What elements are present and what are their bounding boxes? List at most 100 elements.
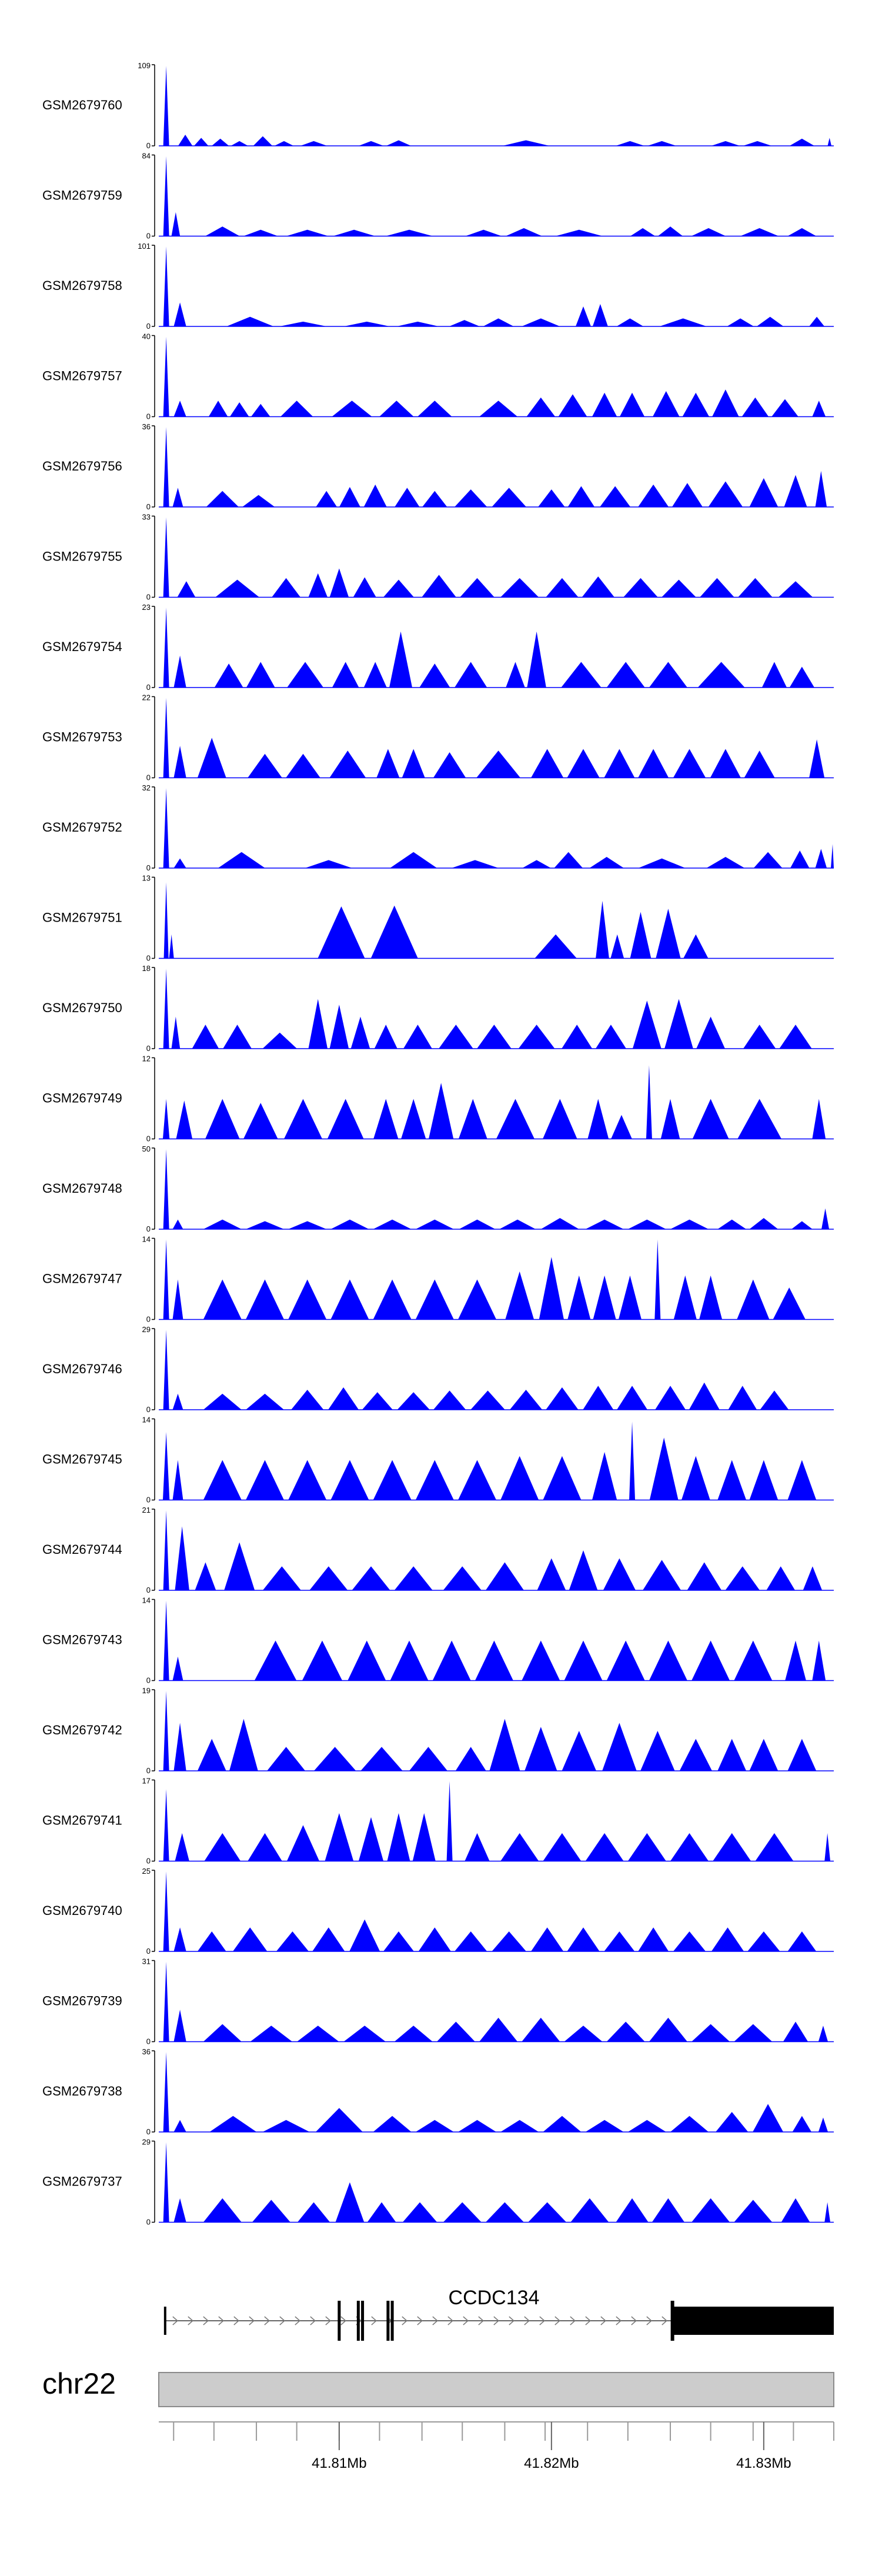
y-min-label: 0	[146, 141, 151, 150]
coverage-peak	[617, 1386, 648, 1410]
gene-exon	[361, 2301, 365, 2341]
coverage-peak	[671, 483, 703, 507]
coverage-peak	[630, 912, 652, 959]
y-max-label: 101	[138, 242, 151, 251]
gene-name-label: CCDC134	[449, 2287, 540, 2309]
coverage-peak	[358, 1817, 384, 1861]
coverage-peak	[706, 856, 745, 868]
coverage-peak	[229, 402, 249, 417]
coverage-peak	[708, 481, 743, 507]
track-label: GSM2679759	[42, 188, 122, 203]
coverage-peak	[524, 1727, 557, 1771]
y-max-label: 22	[142, 693, 151, 702]
coverage-peak	[212, 138, 229, 146]
coverage-peak	[208, 401, 228, 417]
coverage-peak	[740, 228, 779, 236]
track-GSM2679740: GSM2679740 25 0	[42, 1867, 834, 1956]
y-max-label: 14	[142, 1416, 151, 1424]
track-GSM2679750: GSM2679750 18 0	[42, 964, 834, 1053]
axis-tick-label: 41.82Mb	[524, 2455, 579, 2471]
gene-track: CCDC134	[163, 2287, 834, 2341]
track-label: GSM2679742	[42, 1723, 122, 1737]
coverage-peak	[576, 306, 592, 326]
y-min-label: 0	[146, 1224, 151, 1233]
coverage-peak	[812, 1640, 826, 1681]
coverage-peak	[203, 1279, 242, 1320]
coverage-peak	[583, 1386, 614, 1410]
track-label: GSM2679756	[42, 459, 122, 473]
track-GSM2679756: GSM2679756 36 0	[42, 422, 834, 511]
coverage-peak	[455, 489, 487, 507]
coverage-peak	[248, 753, 282, 778]
coverage-peak	[176, 1100, 193, 1139]
coverage-peak	[203, 1393, 242, 1410]
coverage-peak	[785, 1640, 806, 1681]
coverage-peak	[679, 1739, 712, 1771]
coverage-peak	[821, 1208, 830, 1229]
coverage-peak	[348, 1640, 386, 1681]
coverage-peak	[246, 1221, 284, 1229]
y-min-label: 0	[146, 502, 151, 511]
coverage-peak	[316, 490, 338, 507]
y-min-label: 0	[146, 322, 151, 331]
coverage-peak	[755, 1833, 794, 1861]
coverage-peak	[288, 1460, 327, 1500]
coverage-peak	[543, 2115, 582, 2132]
y-max-label: 29	[142, 2138, 151, 2147]
coverage-peak	[582, 576, 614, 598]
coverage-peak	[192, 1025, 219, 1049]
coverage-peak	[664, 999, 693, 1049]
coverage-peak	[485, 1562, 524, 1590]
coverage-peak	[569, 1550, 598, 1590]
coverage-peak	[455, 662, 487, 688]
coverage-peak	[629, 1422, 636, 1500]
coverage-peak	[638, 1927, 669, 1951]
coverage-peak	[809, 739, 825, 778]
y-min-label: 0	[146, 1496, 151, 1504]
track-GSM2679753: GSM2679753 22 0	[42, 693, 834, 782]
coverage-peak	[696, 1016, 725, 1049]
coverage-peak	[163, 1961, 169, 2042]
coverage-peak	[744, 750, 775, 778]
coverage-peak	[492, 1931, 526, 1951]
coverage-peak	[248, 1833, 282, 1861]
track-GSM2679760: GSM2679760 109 0	[42, 61, 834, 150]
coverage-peak	[717, 1460, 747, 1500]
track-GSM2679749: GSM2679749 12 0	[42, 1055, 834, 1143]
coverage-peak	[465, 1833, 490, 1861]
strand-arrow	[310, 2316, 316, 2325]
coverage-peak	[585, 2120, 624, 2132]
y-max-label: 21	[142, 1506, 151, 1514]
y-max-label: 19	[142, 1686, 151, 1695]
coverage-peak	[567, 1275, 591, 1320]
track-label: GSM2679738	[42, 2084, 122, 2098]
y-min-label: 0	[146, 412, 151, 421]
y-max-label: 25	[142, 1867, 151, 1876]
coverage-peak	[373, 1099, 399, 1139]
coverage-peak	[367, 2202, 396, 2223]
coverage-peak	[616, 318, 644, 326]
coverage-peak	[343, 321, 390, 326]
coverage-peak	[223, 1025, 252, 1049]
coverage-peak	[585, 1833, 624, 1861]
coverage-peak	[332, 662, 359, 688]
track-GSM2679752: GSM2679752 32 0	[42, 783, 834, 872]
strand-arrow	[539, 2316, 545, 2325]
coverage-peak	[790, 850, 810, 868]
coverage-peak	[422, 490, 447, 507]
coverage-peak	[163, 246, 169, 326]
coverage-peak	[627, 1833, 666, 1861]
y-max-label: 18	[142, 964, 151, 973]
coverage-peak	[297, 2026, 339, 2042]
coverage-peak	[415, 1460, 454, 1500]
coverage-peak	[276, 1931, 309, 1951]
coverage-peak	[558, 394, 587, 417]
coverage-peak	[415, 2120, 454, 2132]
coverage-peak	[610, 934, 624, 959]
coverage-peak	[171, 212, 181, 236]
coverage-peak	[262, 1032, 298, 1049]
coverage-peak	[587, 1099, 609, 1139]
coverage-peak	[728, 1386, 757, 1410]
coverage-peak	[163, 969, 169, 1049]
coverage-peak	[526, 397, 556, 417]
